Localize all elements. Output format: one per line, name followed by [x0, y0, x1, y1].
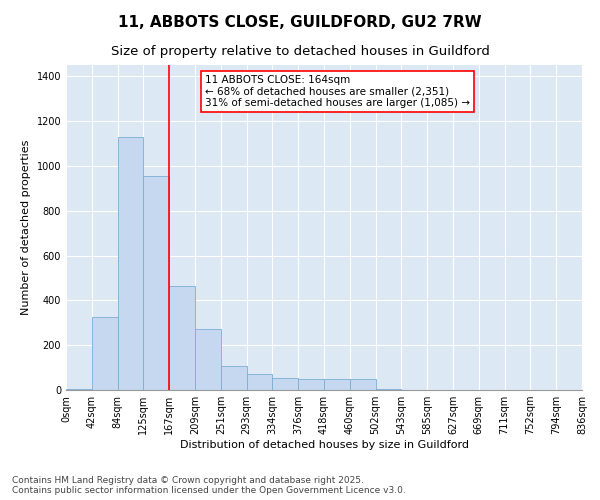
Bar — [376, 389, 401, 390]
Bar — [221, 366, 247, 390]
Bar — [143, 176, 169, 390]
Bar — [66, 389, 92, 390]
Bar — [92, 317, 118, 390]
Bar — [350, 379, 376, 390]
Text: Size of property relative to detached houses in Guildford: Size of property relative to detached ho… — [110, 45, 490, 58]
Bar — [247, 374, 272, 390]
Bar — [118, 136, 143, 390]
Bar — [272, 378, 298, 390]
Bar — [298, 379, 324, 390]
Text: 11, ABBOTS CLOSE, GUILDFORD, GU2 7RW: 11, ABBOTS CLOSE, GUILDFORD, GU2 7RW — [118, 15, 482, 30]
Bar — [324, 379, 350, 390]
Text: 11 ABBOTS CLOSE: 164sqm
← 68% of detached houses are smaller (2,351)
31% of semi: 11 ABBOTS CLOSE: 164sqm ← 68% of detache… — [205, 74, 470, 108]
Y-axis label: Number of detached properties: Number of detached properties — [21, 140, 31, 315]
Bar — [169, 286, 195, 390]
Text: Contains HM Land Registry data © Crown copyright and database right 2025.
Contai: Contains HM Land Registry data © Crown c… — [12, 476, 406, 495]
Bar — [195, 330, 221, 390]
X-axis label: Distribution of detached houses by size in Guildford: Distribution of detached houses by size … — [179, 440, 469, 450]
